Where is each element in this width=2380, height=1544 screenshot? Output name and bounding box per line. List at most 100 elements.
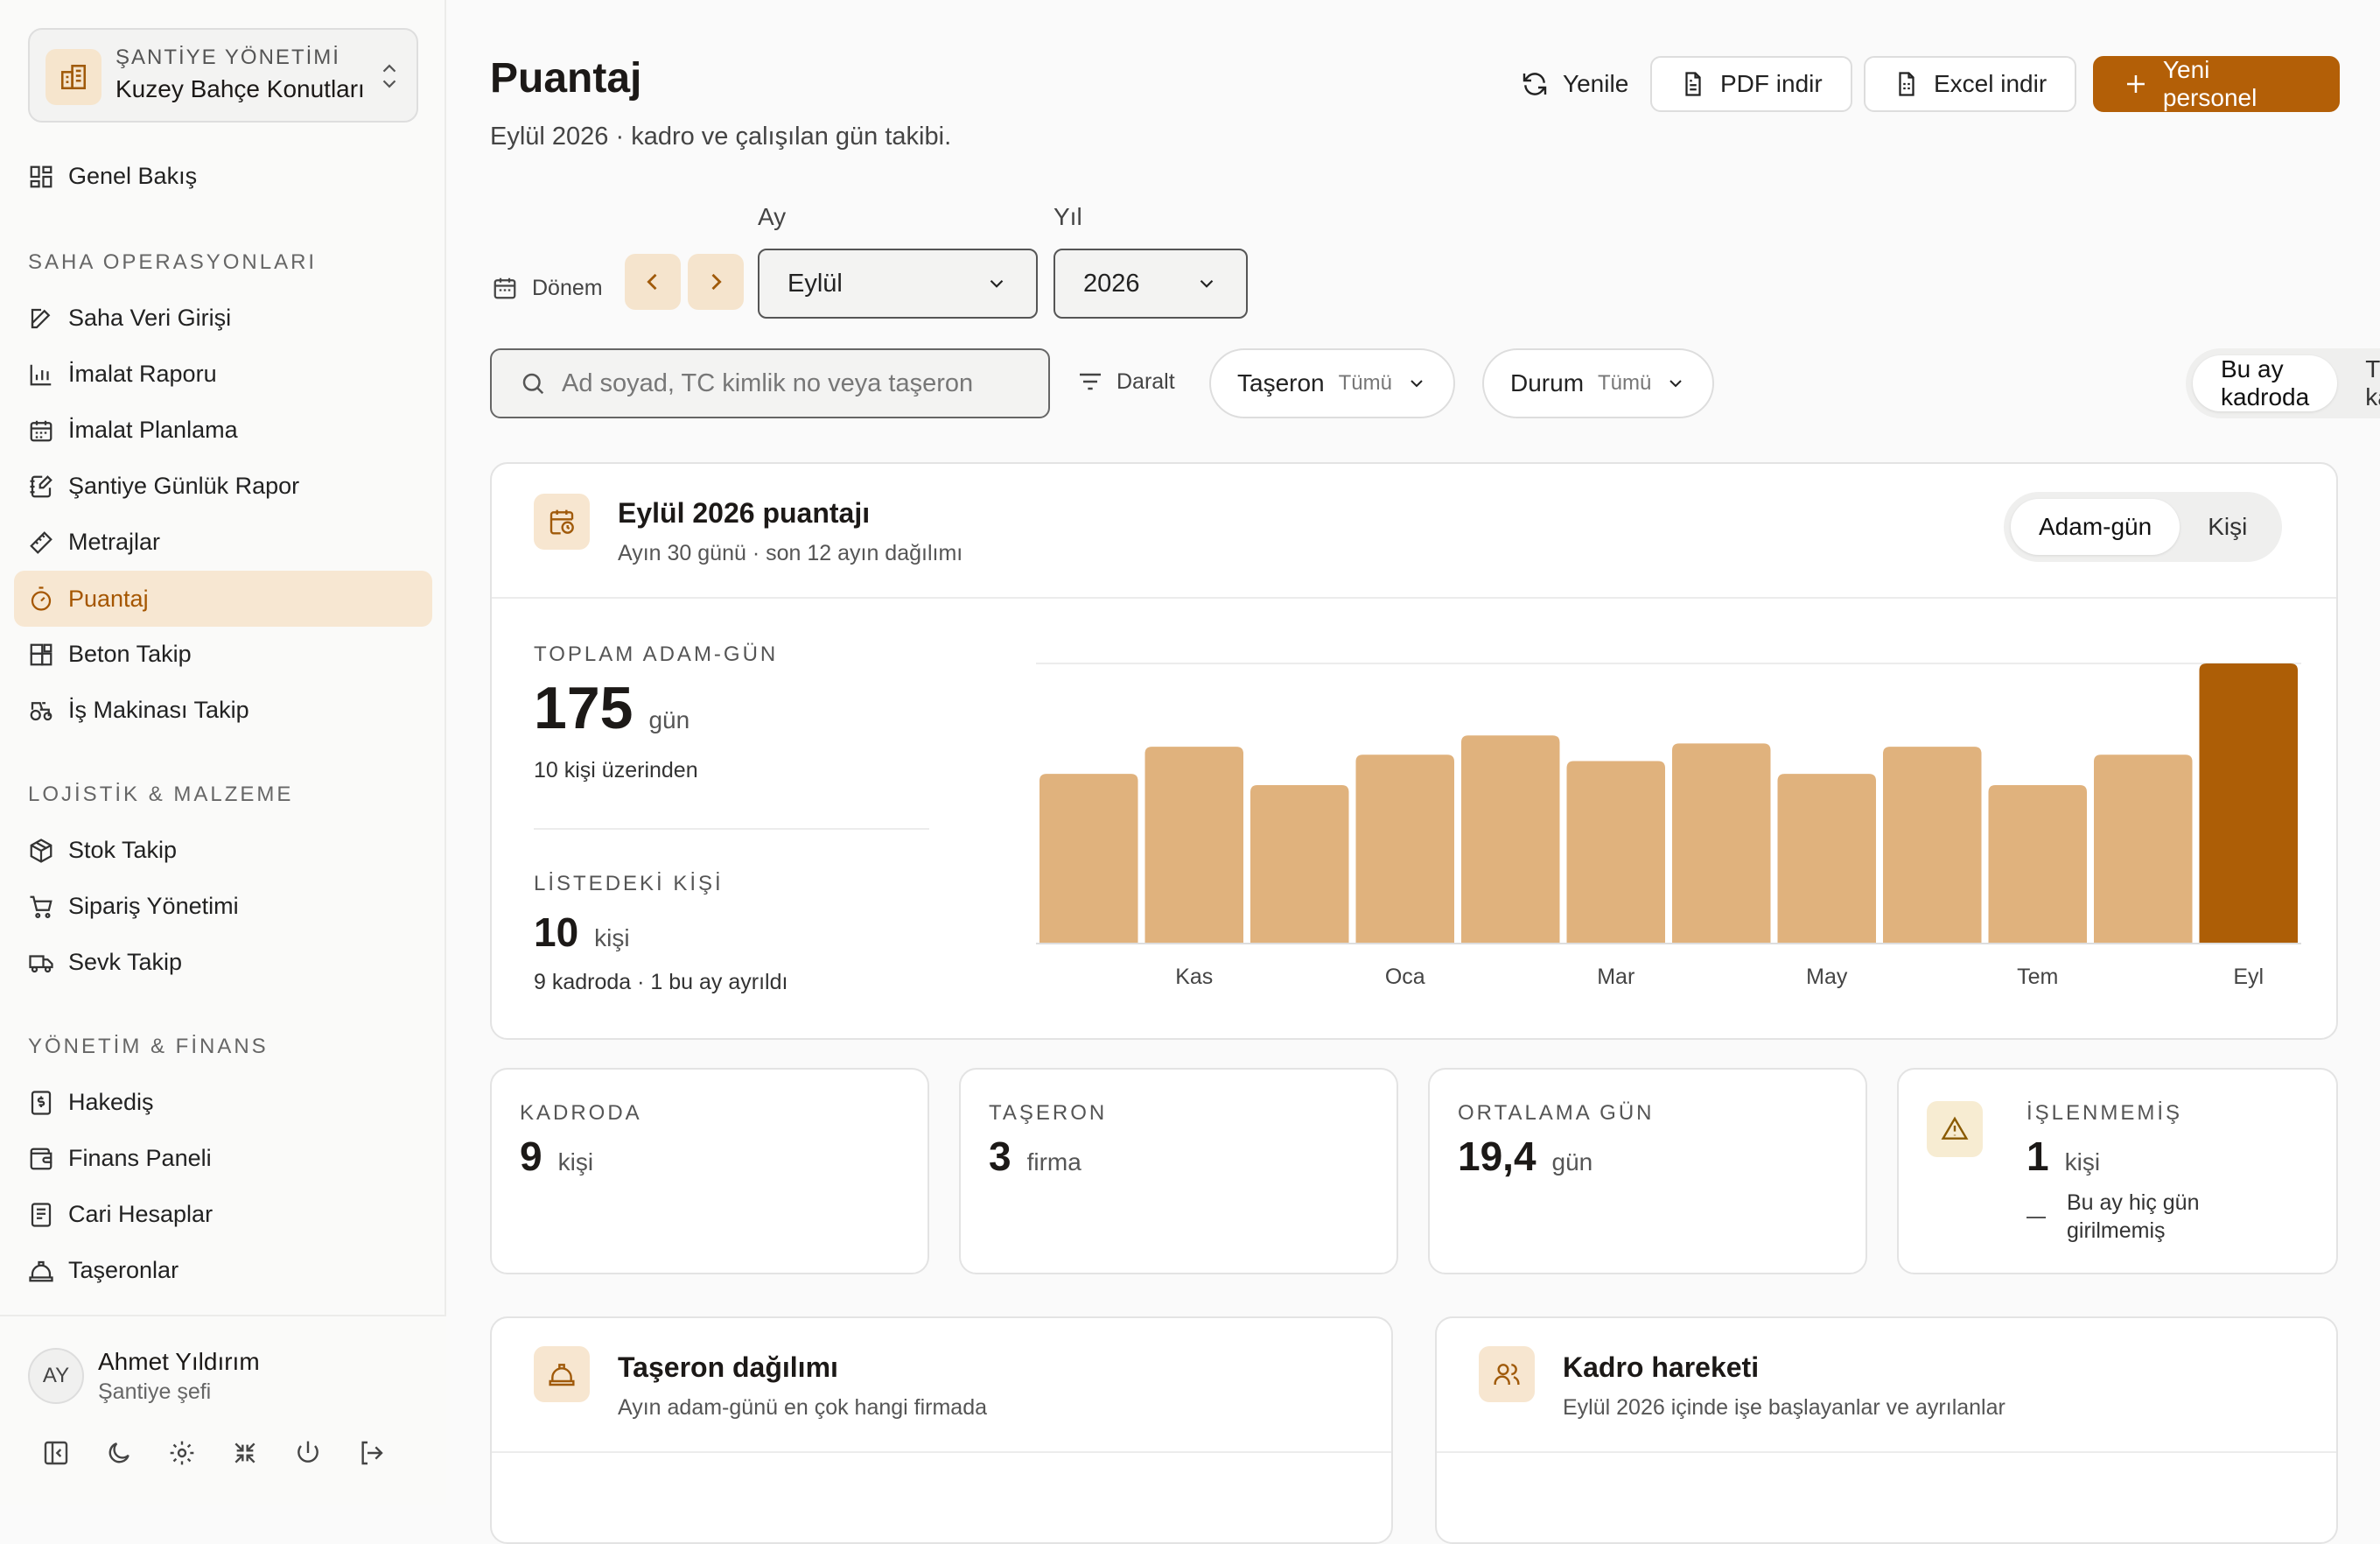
search-input[interactable]: Ad soyad, TC kimlik no veya taşeron xyxy=(490,348,1050,418)
nav-taseronlar[interactable]: Taşeronlar xyxy=(28,1257,178,1284)
bar-May[interactable] xyxy=(1777,774,1877,944)
narrow-button[interactable]: Daralt xyxy=(1076,368,1175,396)
sidebar: ŞANTİYE YÖNETİMİ Kuzey Bahçe Konutları G… xyxy=(0,0,446,1505)
nav-imalat-raporu[interactable]: İmalat Raporu xyxy=(28,361,217,388)
collapse-sidebar-icon[interactable] xyxy=(42,1439,70,1467)
project-switcher[interactable]: ŞANTİYE YÖNETİMİ Kuzey Bahçe Konutları xyxy=(28,28,418,123)
taseron-card-subtitle: Ayın adam-günü en çok hangi firmada xyxy=(618,1395,988,1420)
minimize-icon[interactable] xyxy=(231,1439,259,1467)
blocks-icon xyxy=(30,643,52,665)
nav-label: Genel Bakış xyxy=(68,163,198,189)
pdf-label: PDF indir xyxy=(1720,70,1823,97)
excel-label: Excel indir xyxy=(1934,70,2048,97)
truck-icon xyxy=(29,954,53,972)
x-tick-label: Kas xyxy=(1175,965,1213,989)
nav-imalat-planlama[interactable]: İmalat Planlama xyxy=(28,417,238,444)
chevron-down-icon xyxy=(1670,380,1683,388)
nav-genel-bakis[interactable]: Genel Bakış xyxy=(28,163,197,190)
calendar-icon xyxy=(30,420,52,441)
metric-kisi-tab[interactable]: Kişi xyxy=(2208,513,2248,540)
nav-siparis[interactable]: Sipariş Yönetimi xyxy=(28,893,239,920)
bar-Ağu[interactable] xyxy=(2094,754,2193,944)
bar-chart-icon xyxy=(30,364,52,385)
islenmemis-value: 1 xyxy=(2026,1133,2049,1179)
new-staff-button[interactable]: Yeni personel xyxy=(2093,56,2340,112)
bar-Nis[interactable] xyxy=(1672,743,1771,944)
moon-icon[interactable] xyxy=(105,1439,133,1467)
nav-beton-takip[interactable]: Beton Takip xyxy=(28,641,192,668)
nav-label: Saha Veri Girişi xyxy=(68,305,232,331)
month-select[interactable]: Eylül xyxy=(758,249,1038,319)
scope-all-tab[interactable]: Tüm kadro xyxy=(2365,355,2380,411)
metric-toggle: Adam-gün Kişi xyxy=(2004,492,2283,562)
taseron-filter[interactable]: Taşeron Tümü xyxy=(1209,348,1455,418)
nav-stok[interactable]: Stok Takip xyxy=(28,837,177,864)
nav-saha-veri[interactable]: Saha Veri Girişi xyxy=(28,305,231,332)
durum-filter-label: Durum xyxy=(1510,369,1585,397)
durum-filter[interactable]: Durum Tümü xyxy=(1482,348,1715,418)
nav-puantaj[interactable]: Puantaj xyxy=(14,571,432,627)
page-subtitle: Eylül 2026 · kadro ve çalışılan gün taki… xyxy=(490,123,952,151)
refresh-button[interactable]: Yenile xyxy=(1493,56,1656,112)
total-value: 175 xyxy=(534,675,634,741)
prev-month-button[interactable] xyxy=(625,254,681,310)
kadroda-metric: 9 kişi xyxy=(520,1133,593,1180)
ortalama-metric: 19,4 gün xyxy=(1458,1133,1592,1180)
shopping-cart-icon xyxy=(30,895,52,918)
list-unit: kişi xyxy=(594,924,630,951)
excel-download-button[interactable]: Excel indir xyxy=(1864,56,2077,112)
nav-gunluk-rapor[interactable]: Şantiye Günlük Rapor xyxy=(28,473,299,500)
building-icon xyxy=(46,49,102,105)
section-lojistik: LOJİSTİK & MALZEME xyxy=(28,783,294,806)
bar-Eki[interactable] xyxy=(1040,774,1138,944)
bar-Tem[interactable] xyxy=(1988,784,2088,944)
section-yonetim: YÖNETİM & FİNANS xyxy=(28,1035,269,1058)
taseron-filter-label: Taşeron xyxy=(1237,369,1325,397)
nav-label: İmalat Planlama xyxy=(68,417,238,443)
wallet-icon xyxy=(30,1147,52,1169)
nav-sevk[interactable]: Sevk Takip xyxy=(28,949,182,976)
bar-Oca[interactable] xyxy=(1355,754,1455,944)
power-icon[interactable] xyxy=(294,1439,322,1467)
pdf-download-button[interactable]: PDF indir xyxy=(1650,56,1852,112)
bar-Ara[interactable] xyxy=(1250,784,1349,944)
logout-icon[interactable] xyxy=(357,1439,385,1467)
nav-finans[interactable]: Finans Paneli xyxy=(28,1145,212,1172)
gear-icon[interactable] xyxy=(168,1439,196,1467)
nav-metrajlar[interactable]: Metrajlar xyxy=(28,529,160,556)
sidebar-footer: AY Ahmet Yıldırım Şantiye şefi xyxy=(0,1315,446,1505)
list-metric: 10 kişi xyxy=(534,909,630,956)
stat-card-islenmemis[interactable]: İŞLENMEMİŞ 1 kişi Bu ay hiç gün girilmem… xyxy=(1897,1068,2338,1274)
tractor-icon xyxy=(30,701,52,720)
scope-active-tab[interactable]: Bu ay kadroda xyxy=(2193,355,2338,411)
plus-icon xyxy=(2126,75,2145,93)
refresh-label: Yenile xyxy=(1563,70,1629,97)
bar-Haz[interactable] xyxy=(1883,747,1982,944)
nav-cari[interactable]: Cari Hesaplar xyxy=(28,1201,213,1228)
timer-icon xyxy=(31,586,52,611)
ortalama-value: 19,4 xyxy=(1458,1133,1536,1179)
avatar[interactable]: AY xyxy=(28,1348,84,1404)
ruler-icon xyxy=(30,530,52,554)
metric-adam-gun-tab[interactable]: Adam-gün xyxy=(2011,499,2180,555)
page-title: Puantaj xyxy=(490,55,642,102)
chevrons-up-down-icon xyxy=(378,61,401,91)
year-select[interactable]: 2026 xyxy=(1054,249,1248,319)
nav-hakedis[interactable]: Hakediş xyxy=(28,1089,154,1116)
next-month-button[interactable] xyxy=(688,254,744,310)
dash-marker xyxy=(2026,1217,2046,1218)
list-note: 9 kadroda · 1 bu ay ayrıldı xyxy=(534,970,788,994)
project-name: Kuzey Bahçe Konutları xyxy=(116,75,365,102)
bar-Kas[interactable] xyxy=(1144,747,1244,944)
x-tick-label: Eyl xyxy=(2233,965,2264,989)
nav-label: Cari Hesaplar xyxy=(68,1201,214,1227)
warning-icon xyxy=(1927,1101,1983,1157)
kadro-card-title: Kadro hareketi xyxy=(1563,1351,1760,1383)
taseron-metric: 3 firma xyxy=(989,1133,1082,1180)
bar-Eyl[interactable] xyxy=(2199,663,2299,944)
taseron-unit: firma xyxy=(1026,1148,1082,1176)
bar-Şub[interactable] xyxy=(1461,735,1560,944)
nav-is-makinasi[interactable]: İş Makinası Takip xyxy=(28,697,249,724)
bar-Mar[interactable] xyxy=(1566,761,1666,944)
dashboard-icon xyxy=(30,165,52,187)
